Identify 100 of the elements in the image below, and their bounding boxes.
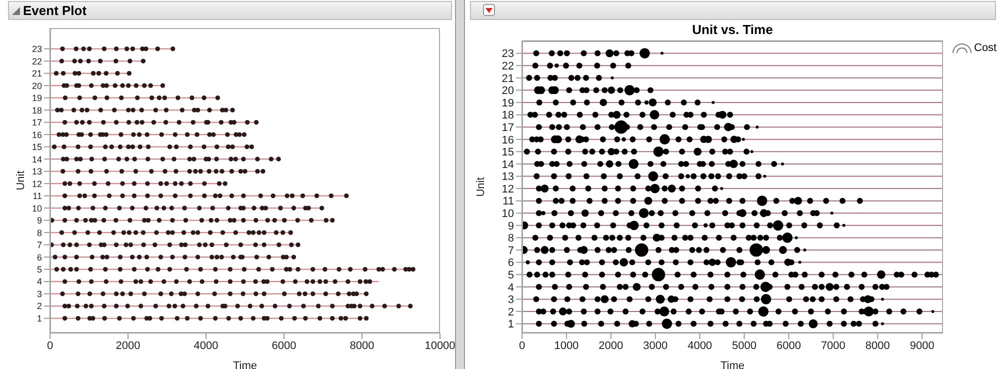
point: [72, 71, 78, 76]
point: [68, 242, 72, 248]
point: [140, 230, 146, 235]
point: [62, 206, 68, 210]
point: [78, 58, 83, 64]
point: [76, 316, 80, 321]
point: [83, 218, 88, 223]
point: [220, 168, 224, 174]
x-tick-label: 2000: [598, 340, 624, 352]
point: [195, 230, 200, 235]
x-tick-label: 0: [518, 340, 526, 352]
point: [287, 304, 292, 308]
point: [140, 120, 144, 125]
point: [126, 83, 131, 88]
point: [300, 193, 306, 198]
point: [151, 120, 156, 125]
point: [62, 279, 68, 284]
point: [92, 181, 97, 186]
point: [149, 96, 154, 100]
point: [104, 132, 108, 137]
point: [77, 96, 82, 100]
y-tick-label: 20: [32, 80, 42, 91]
point: [362, 266, 368, 272]
point: [130, 108, 136, 112]
point: [167, 144, 172, 150]
point: [118, 144, 123, 150]
x-tick-label: 7000: [820, 340, 846, 352]
x-tick-label: 0: [46, 340, 54, 352]
point: [174, 144, 179, 150]
point: [220, 230, 226, 235]
point: [316, 304, 321, 308]
point: [131, 132, 136, 137]
point: [141, 242, 146, 248]
point: [102, 304, 107, 308]
point: [262, 242, 266, 248]
point: [303, 316, 308, 321]
point: [254, 254, 260, 260]
point: [213, 316, 218, 321]
point: [86, 58, 91, 64]
point: [62, 120, 68, 125]
y-tick-label: 14: [32, 154, 42, 164]
y-tick-label: 7: [36, 240, 42, 250]
point: [320, 206, 324, 210]
point: [225, 132, 230, 137]
point: [162, 96, 167, 100]
point: [182, 254, 188, 260]
point: [60, 291, 65, 296]
point: [210, 242, 214, 248]
point: [330, 304, 335, 308]
y-tick-label: 14: [502, 158, 514, 171]
point: [253, 242, 258, 248]
point: [81, 46, 86, 52]
point: [82, 193, 88, 198]
point: [112, 108, 117, 112]
point: [104, 279, 108, 284]
point: [242, 266, 247, 272]
point: [126, 120, 132, 125]
point: [202, 144, 206, 150]
x-tick-label: 8000: [865, 340, 890, 352]
y-tick-label: 9: [36, 216, 42, 226]
point: [136, 132, 142, 137]
point: [121, 230, 126, 235]
point: [124, 242, 128, 248]
point: [198, 266, 203, 272]
x-tick-label: 3000: [643, 340, 668, 352]
point: [296, 266, 300, 272]
point: [142, 218, 147, 223]
point: [226, 316, 231, 321]
point: [164, 120, 168, 125]
point: [64, 132, 69, 137]
point: [77, 193, 82, 198]
point: [358, 279, 362, 284]
point: [55, 108, 60, 112]
point: [228, 279, 233, 284]
point: [194, 304, 199, 308]
point: [111, 230, 116, 235]
point: [118, 132, 124, 137]
point: [159, 132, 164, 137]
point: [148, 279, 153, 284]
point: [167, 242, 172, 248]
point: [76, 279, 82, 284]
point: [242, 132, 247, 137]
point: [370, 304, 374, 308]
point: [133, 168, 138, 174]
point: [133, 230, 138, 235]
point: [52, 144, 57, 150]
y-tick-label: 9: [508, 220, 514, 232]
point: [282, 291, 287, 296]
point: [159, 316, 164, 321]
point: [230, 108, 235, 112]
point: [134, 83, 139, 88]
point: [174, 316, 180, 321]
x-tick-label: 8000: [350, 340, 374, 352]
point: [229, 168, 234, 174]
point: [124, 156, 130, 162]
point: [242, 168, 248, 174]
point: [208, 230, 213, 235]
point: [119, 168, 124, 174]
point: [237, 132, 242, 137]
point: [187, 168, 192, 174]
